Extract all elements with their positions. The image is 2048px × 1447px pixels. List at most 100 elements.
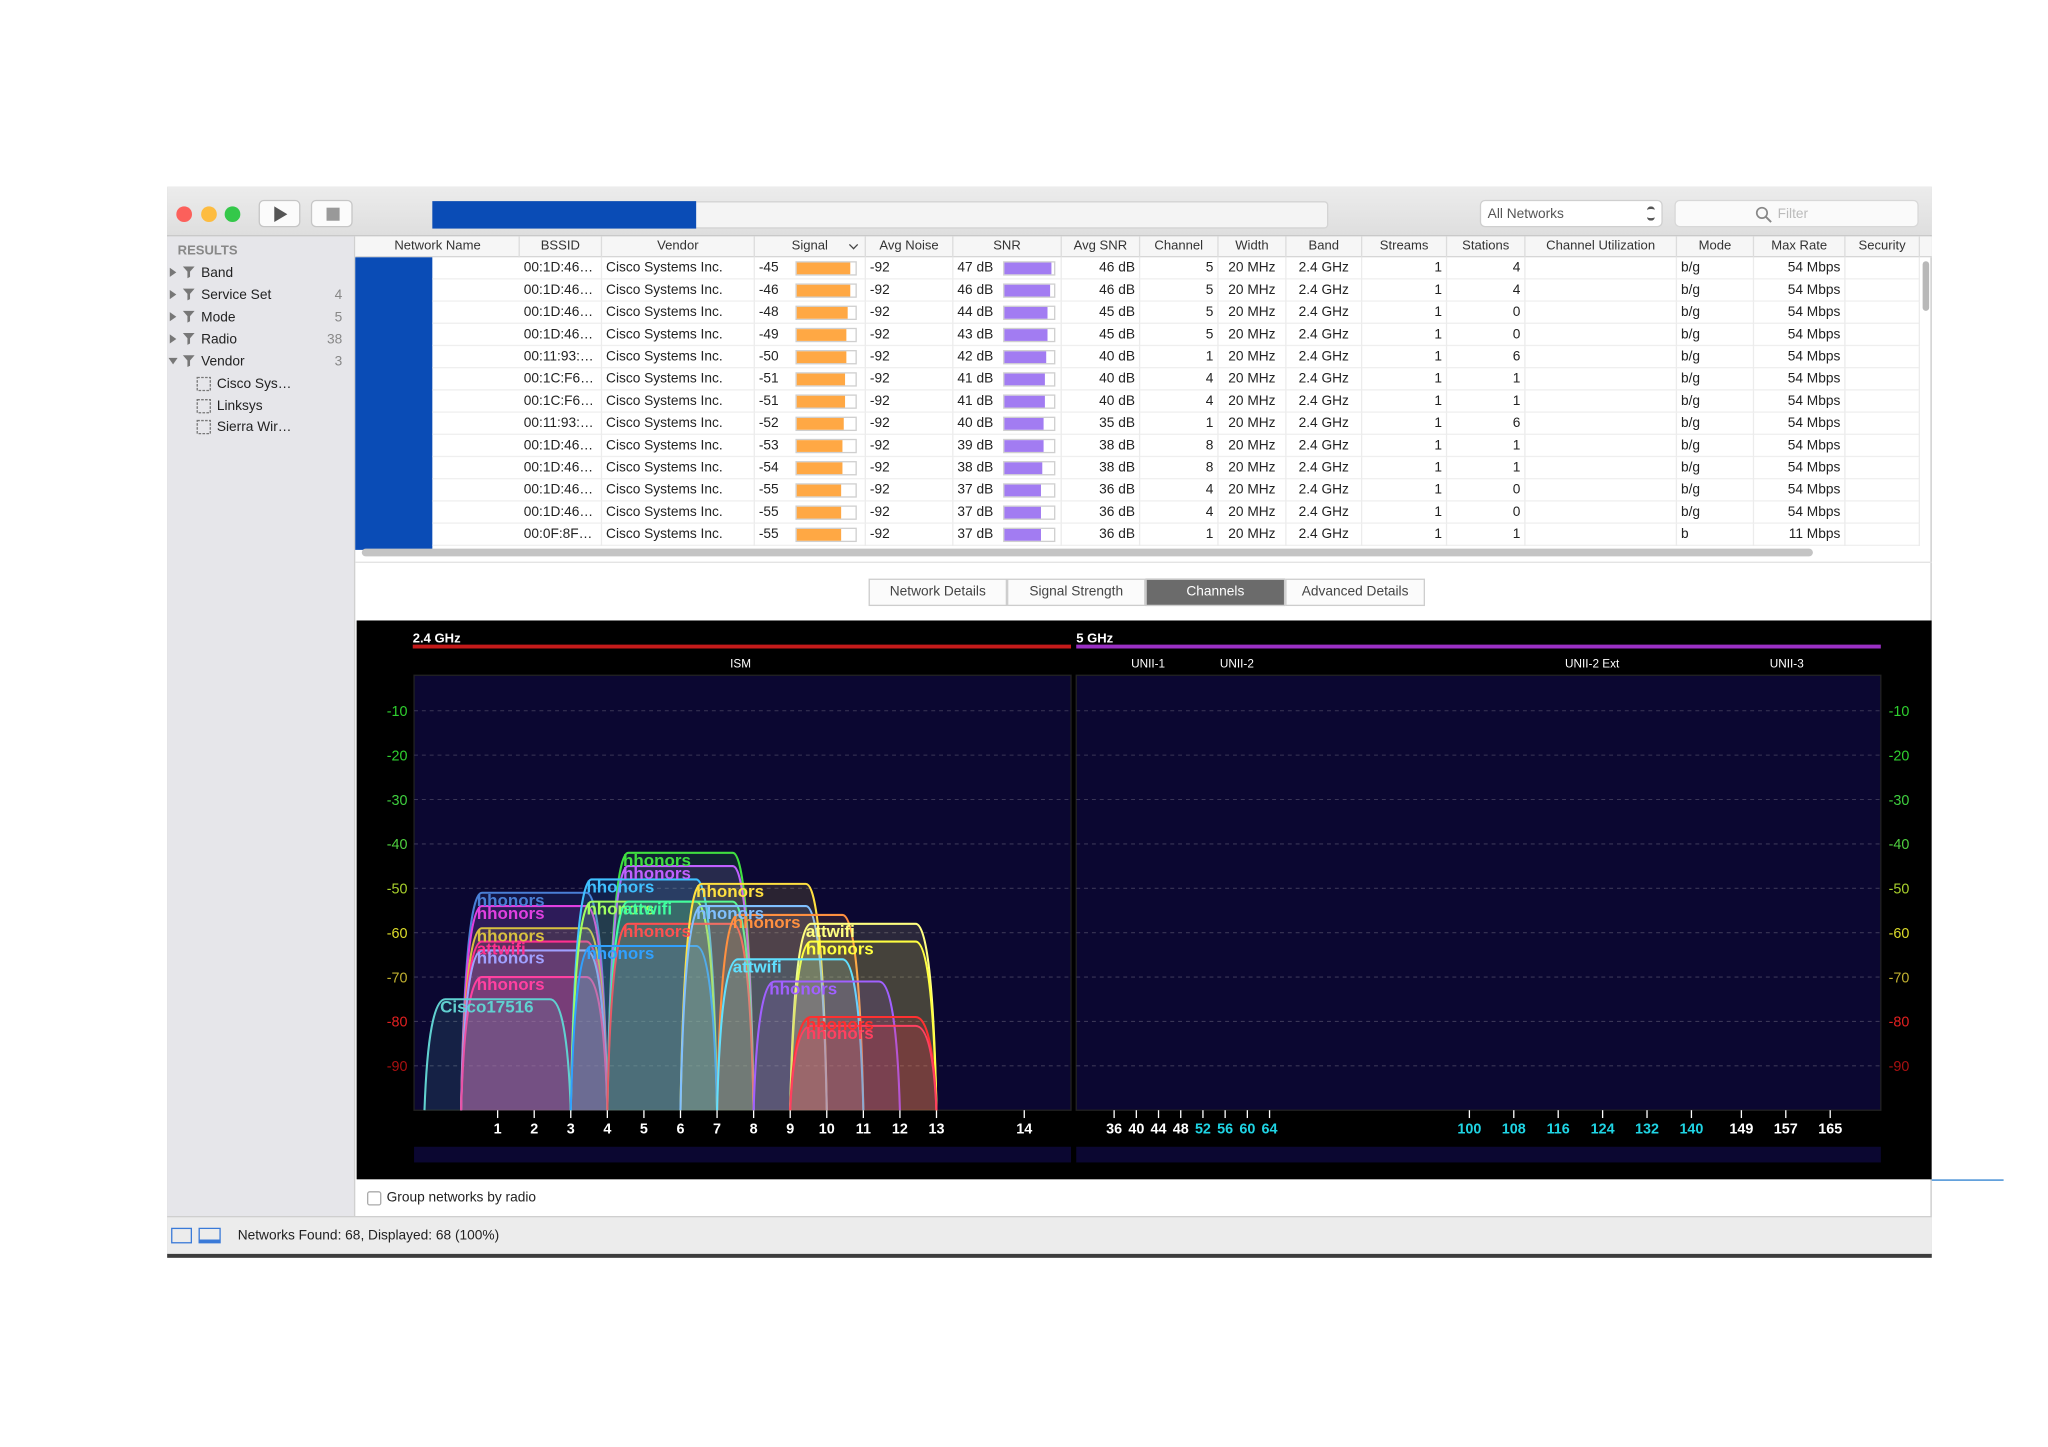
y-tick-label: -50 xyxy=(1889,882,1910,898)
cell-divider xyxy=(952,301,954,324)
cell-divider xyxy=(864,479,866,502)
table-cell: 00:1D:46… xyxy=(523,459,594,476)
cell-divider xyxy=(1360,368,1363,391)
group-label[interactable]: Service Set xyxy=(201,287,272,304)
column-header[interactable]: Network Name xyxy=(357,236,520,258)
tab[interactable]: Channels xyxy=(1145,578,1286,607)
table-cell: 4 xyxy=(1512,259,1521,276)
column-header[interactable]: Security xyxy=(1846,236,1920,258)
cell-divider xyxy=(1360,323,1363,347)
column-header[interactable]: BSSID xyxy=(520,236,603,258)
cell-divider xyxy=(1752,501,1755,524)
cell-divider xyxy=(1918,346,1920,369)
table-cell: Cisco Systems Inc. xyxy=(606,326,723,343)
cell-divider xyxy=(753,434,755,458)
column-header[interactable]: Channel xyxy=(1140,236,1219,258)
cell-divider xyxy=(1445,301,1448,324)
column-header[interactable]: Vendor xyxy=(602,236,755,258)
table-cell: b/g xyxy=(1680,370,1701,387)
table-cell: 40 dB xyxy=(957,415,994,432)
cell-divider xyxy=(1138,301,1141,324)
column-header[interactable]: Stations xyxy=(1447,236,1526,258)
table-row xyxy=(432,280,1920,302)
cell-divider xyxy=(952,434,954,458)
table-cell: -55 xyxy=(758,481,779,498)
subband-label: UNII-3 xyxy=(1770,657,1804,670)
cell-divider xyxy=(753,523,755,546)
table-cell: 2.4 GHz xyxy=(1298,526,1349,543)
table-cell: 1 xyxy=(1205,415,1214,432)
column-header[interactable]: Avg Noise xyxy=(866,236,954,258)
snr-bar xyxy=(1004,306,1049,319)
table-cell: b/g xyxy=(1680,437,1701,454)
column-header[interactable]: SNR xyxy=(953,236,1062,258)
group-label[interactable]: Band xyxy=(201,265,234,281)
cell-divider xyxy=(952,479,954,502)
cell-divider xyxy=(753,457,755,480)
table-cell: 4 xyxy=(1205,481,1214,498)
tab[interactable]: Signal Strength xyxy=(1007,578,1146,607)
cell-divider xyxy=(600,412,603,435)
table-cell: 20 MHz xyxy=(1228,504,1276,520)
stop-button[interactable] xyxy=(310,199,353,228)
group-icons xyxy=(168,355,195,368)
checkbox-label[interactable]: Group networks by radio xyxy=(386,1189,537,1206)
filter-field[interactable]: Filter xyxy=(1674,199,1919,228)
group-label[interactable]: Radio xyxy=(201,331,237,348)
scope-popup[interactable]: All Networks xyxy=(1479,199,1663,228)
column-header[interactable]: Mode xyxy=(1677,236,1755,258)
table-row xyxy=(432,324,1920,347)
play-button[interactable] xyxy=(258,199,301,228)
network-label: hhonors xyxy=(586,944,654,963)
column-header[interactable]: Channel Utilization xyxy=(1526,236,1678,258)
panel-toggle[interactable] xyxy=(198,1227,221,1244)
group-label[interactable]: Mode xyxy=(201,309,236,326)
network-label: hhonors xyxy=(806,940,874,959)
cell-divider xyxy=(864,346,866,369)
table-cell: -92 xyxy=(869,282,890,298)
column-header[interactable]: Width xyxy=(1219,236,1287,258)
checkbox[interactable] xyxy=(367,1191,382,1206)
x-tick-label: 12 xyxy=(892,1122,908,1138)
snr-bar xyxy=(1004,417,1045,430)
cell-divider xyxy=(1675,346,1678,369)
plot-area xyxy=(1075,674,1882,1111)
table-cell: 00:1D:46… xyxy=(523,326,594,343)
column-header[interactable]: Signal xyxy=(755,236,866,258)
cell-divider xyxy=(1844,479,1846,502)
table-bottom xyxy=(355,561,1932,563)
window-control[interactable] xyxy=(224,206,241,223)
vendor-label[interactable]: Sierra Wir… xyxy=(216,419,292,435)
vendor-label[interactable]: Linksys xyxy=(216,397,263,414)
cell-divider xyxy=(1360,479,1363,502)
table-cell: 11 Mbps xyxy=(1788,526,1841,543)
signal-bar xyxy=(796,528,841,541)
table-cell: 45 dB xyxy=(1099,304,1136,320)
cell-divider xyxy=(1844,457,1846,480)
window-control[interactable] xyxy=(176,206,192,223)
table-cell: 37 dB xyxy=(957,481,994,498)
cell-divider xyxy=(1675,279,1678,302)
network-curve xyxy=(679,905,828,1111)
y-tick-label: -10 xyxy=(1889,704,1910,720)
tab[interactable]: Network Details xyxy=(868,578,1008,607)
cell-divider xyxy=(1752,279,1755,302)
window-control[interactable] xyxy=(201,206,217,223)
table-cell: 36 dB xyxy=(1099,481,1136,498)
signal-bar xyxy=(796,262,851,275)
table-cell: -52 xyxy=(758,415,779,432)
vendor-label[interactable]: Cisco Sys… xyxy=(216,376,292,392)
group-icons xyxy=(169,266,195,279)
table-cell: 20 MHz xyxy=(1228,370,1276,387)
column-header[interactable]: Avg SNR xyxy=(1062,236,1141,258)
tab[interactable]: Advanced Details xyxy=(1285,578,1425,607)
group-label[interactable]: Vendor xyxy=(201,353,245,370)
column-header[interactable]: Max Rate xyxy=(1754,236,1846,258)
cell-divider xyxy=(1918,279,1920,302)
cell-divider xyxy=(1285,301,1287,324)
cell-divider xyxy=(1524,479,1526,502)
x-tick-label: 6 xyxy=(676,1122,684,1138)
sidebar-toggle[interactable] xyxy=(171,1227,192,1244)
column-header[interactable]: Streams xyxy=(1362,236,1448,258)
column-header[interactable]: Band xyxy=(1287,236,1363,258)
